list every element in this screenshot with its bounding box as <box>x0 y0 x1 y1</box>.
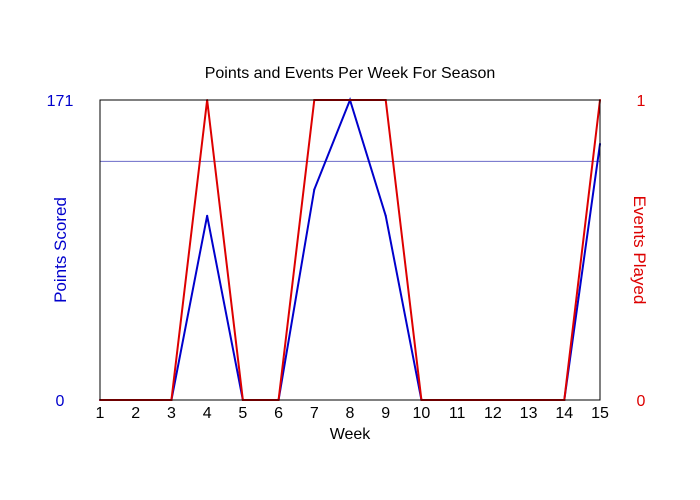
data-point <box>384 214 387 217</box>
y-right-tick-label: 1 <box>637 93 646 110</box>
x-tick-label: 7 <box>310 405 319 422</box>
y-left-tick-label: 171 <box>47 93 74 110</box>
x-tick-label: 9 <box>381 405 390 422</box>
x-tick-label: 11 <box>449 405 466 422</box>
data-point <box>206 214 209 217</box>
data-point <box>313 188 316 191</box>
x-tick-label: 5 <box>238 405 247 422</box>
x-tick-label: 8 <box>346 405 355 422</box>
series-line-points-scored <box>100 96 601 401</box>
y-axis-left-label: Points Scored <box>51 197 70 303</box>
x-tick-label: 13 <box>520 405 538 422</box>
chart-title: Points and Events Per Week For Season <box>205 65 496 82</box>
x-tick-label: 10 <box>413 405 431 422</box>
x-tick-label: 3 <box>167 405 176 422</box>
y-left-tick-label: 0 <box>56 393 65 410</box>
x-axis-label: Week <box>330 426 372 443</box>
x-tick-label: 12 <box>484 405 502 422</box>
x-tick-label: 14 <box>555 405 573 422</box>
x-tick-label: 6 <box>274 405 283 422</box>
series-line-events-played <box>100 99 601 401</box>
plot-frame <box>99 99 601 401</box>
y-right-tick-label: 0 <box>637 393 646 410</box>
x-tick-label: 1 <box>96 405 105 422</box>
plot-area <box>99 96 601 401</box>
y-axis-right-label: Events Played <box>630 196 649 305</box>
x-tick-label: 4 <box>203 405 212 422</box>
x-tick-label: 15 <box>591 405 609 422</box>
x-tick-label: 2 <box>131 405 140 422</box>
